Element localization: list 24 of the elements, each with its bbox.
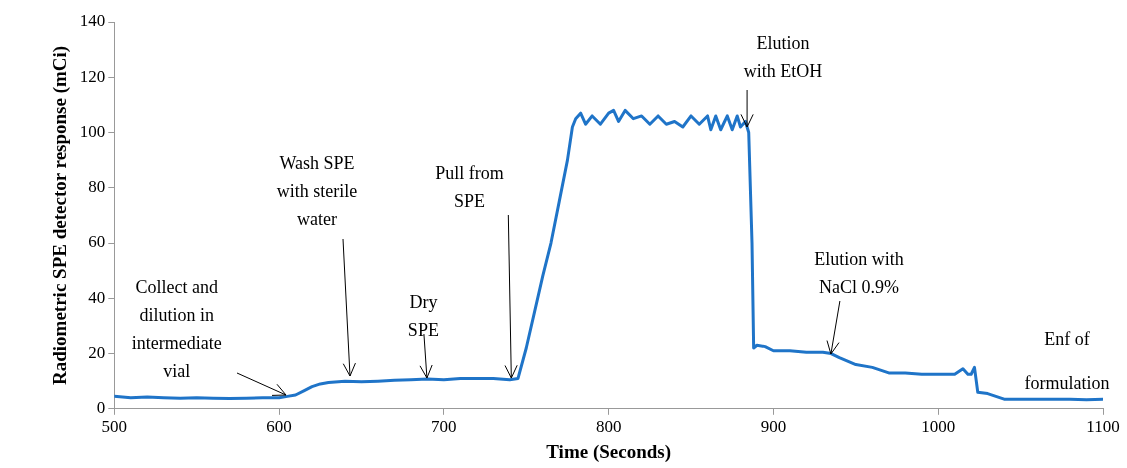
x-axis-title: Time (Seconds) bbox=[546, 440, 672, 463]
y-tick-label: 100 bbox=[79, 121, 106, 141]
annotation: Elution with NaCl 0.9% bbox=[814, 249, 904, 298]
y-tick-label: 80 bbox=[88, 177, 106, 197]
x-tick-label: 900 bbox=[760, 417, 787, 437]
x-tick-label: 1000 bbox=[921, 417, 956, 437]
x-tick-label: 700 bbox=[431, 417, 457, 437]
y-tick-label: 60 bbox=[88, 232, 106, 252]
x-tick-label: 600 bbox=[266, 417, 292, 437]
annotation: Dry SPE bbox=[407, 292, 439, 341]
x-tick-label: 1100 bbox=[1086, 417, 1120, 437]
annotation: Wash SPE with sterile water bbox=[276, 153, 358, 230]
x-tick-label: 800 bbox=[595, 417, 622, 437]
annotation: Collect and dilution in intermediate vial bbox=[131, 276, 222, 381]
annotation: Pull from SPE bbox=[435, 163, 504, 212]
y-tick-label: 140 bbox=[79, 11, 106, 31]
text: Enf of formulation bbox=[1024, 328, 1110, 393]
x-tick-label: 500 bbox=[101, 417, 128, 437]
y-tick-label: 20 bbox=[88, 343, 106, 363]
y-tick-label: 0 bbox=[96, 398, 106, 418]
y-tick-label: 120 bbox=[79, 66, 106, 86]
y-tick-label: 40 bbox=[88, 287, 106, 307]
annotation: Elution with EtOH bbox=[743, 32, 823, 81]
y-axis-title: Radiometric SPE detector response (mCi) bbox=[49, 45, 72, 385]
